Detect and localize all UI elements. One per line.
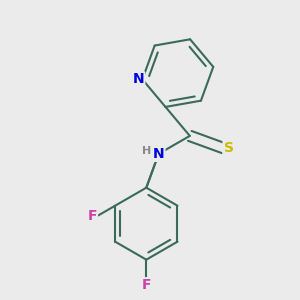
Text: N: N: [133, 72, 144, 86]
Text: H: H: [142, 146, 151, 156]
Text: F: F: [88, 208, 97, 223]
Text: N: N: [153, 147, 164, 161]
Text: F: F: [142, 278, 151, 292]
Text: S: S: [224, 141, 233, 155]
